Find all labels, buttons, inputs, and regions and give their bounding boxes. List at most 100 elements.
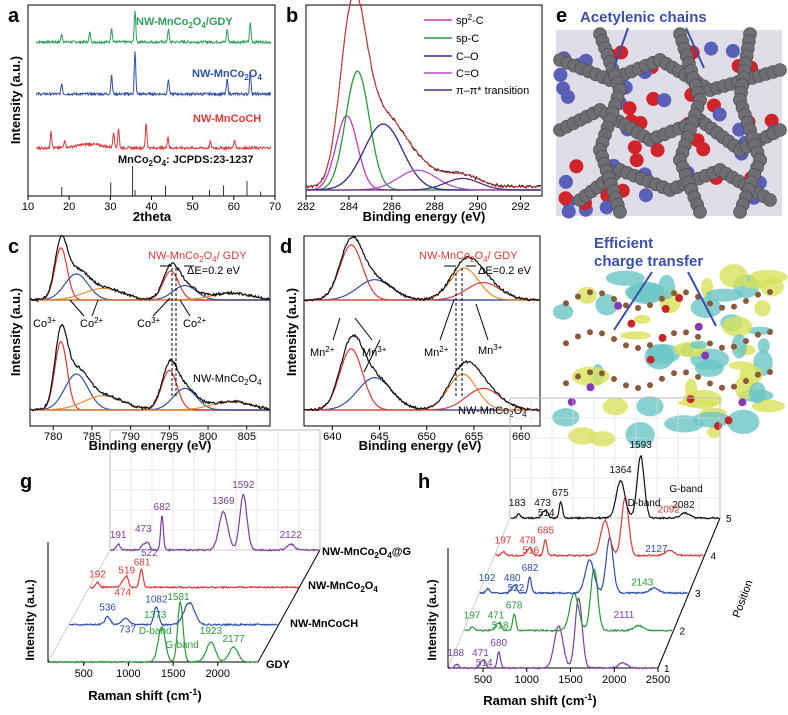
raman-peak-label: 183 xyxy=(509,498,526,509)
raman-z-tick-label: 4 xyxy=(711,552,717,563)
raman-peak-label: 685 xyxy=(537,526,554,537)
b-tick-label: 284 xyxy=(340,201,358,213)
raman-peak-label: 1592 xyxy=(232,480,255,491)
xps-tick-label: 805 xyxy=(238,431,256,443)
f-carbon-atom xyxy=(575,333,581,340)
raman-trace-0 xyxy=(48,600,258,664)
raman-peak-label: 471 xyxy=(488,611,505,622)
legend-pi: π–π* transition xyxy=(456,85,529,97)
f-carbon-atom xyxy=(647,342,653,349)
f-density-lobe xyxy=(634,314,651,325)
raman-peak-label: 473 xyxy=(135,524,152,535)
raman-peak-label: 197 xyxy=(464,611,481,622)
f-density-lobe xyxy=(658,274,676,300)
raman-peak-label: 519 xyxy=(118,565,135,576)
f-label-1: Efficient xyxy=(594,235,653,252)
a-tick-label: 30 xyxy=(104,201,116,213)
raman-trace-1 xyxy=(69,601,278,627)
f-density-lobe xyxy=(620,331,652,340)
c-peak-co2-left: Co2+ xyxy=(80,316,104,330)
panel-letter-g: g xyxy=(20,471,32,493)
raman-tick-label: 1000 xyxy=(515,674,539,686)
f-arrow-2 xyxy=(687,271,717,327)
d-pointer-4 xyxy=(439,299,455,341)
raman-z-tick-label: 1 xyxy=(664,664,670,675)
g-series-label-3: NW-MnCoCH xyxy=(290,618,358,630)
g-x-ticks: 500 1000 1500 2000 xyxy=(75,662,230,680)
raman-peak-label: 2177 xyxy=(222,634,245,645)
raman-trace-0 xyxy=(448,597,658,670)
e-atom-oxygen-metal xyxy=(629,153,644,168)
f-density-lobe xyxy=(552,303,574,320)
f-carbon-atom xyxy=(575,373,581,380)
xps-tick-label: 650 xyxy=(418,431,436,443)
c-peak-co3-right: Co3+ xyxy=(137,316,161,330)
legend-sp2c: sp2-C xyxy=(456,13,484,27)
f-carbon-atom xyxy=(767,369,773,376)
raman-tick-label: 2000 xyxy=(206,668,230,680)
f-metal-atom xyxy=(646,355,655,364)
f-carbon-atom xyxy=(587,329,593,336)
c-pointer-1 xyxy=(69,299,85,317)
xps-tick-label: 660 xyxy=(512,431,530,443)
f-carbon-atom xyxy=(695,333,701,340)
raman-z-tick-label: 5 xyxy=(726,514,732,525)
legend-spc: sp-C xyxy=(456,33,479,45)
xps-tick-label: 645 xyxy=(370,431,388,443)
f-carbon-atom xyxy=(707,340,713,347)
panel-letter-b: b xyxy=(286,5,298,27)
h-xlabel: Raman shift (cm-1) xyxy=(483,692,597,708)
raman-tick-label: 500 xyxy=(474,674,492,686)
a-ylabel: Intensity (a.u.) xyxy=(8,56,23,144)
xps-raw xyxy=(303,333,540,412)
e-atom-oxygen-metal xyxy=(638,188,653,203)
h-zlabel: Position xyxy=(731,579,756,620)
a-tick-label: 20 xyxy=(63,201,75,213)
f-metal-atom xyxy=(658,333,667,342)
panel-a-traces xyxy=(35,10,272,196)
e-atom-oxygen-metal xyxy=(553,67,568,82)
e-atom-carbon xyxy=(693,205,707,219)
e-atom-oxygen-metal xyxy=(599,200,614,215)
raman-peak-label: 514 xyxy=(538,508,555,519)
f-carbon-atom xyxy=(611,296,617,303)
b-component-2 xyxy=(306,123,541,191)
raman-peak-label: 2127 xyxy=(645,544,668,555)
f-carbon-atom xyxy=(671,370,677,377)
c-pointer-2 xyxy=(91,299,99,317)
e-atom-oxygen-metal xyxy=(558,191,573,206)
panel-b-x-ticks: 282 284 286 288 290 292 xyxy=(297,196,530,213)
raman-tick-label: 500 xyxy=(75,668,93,680)
raman-peak-label: 473 xyxy=(534,498,551,509)
h-g-band-label: G-band xyxy=(669,484,702,495)
f-carbon-atom xyxy=(635,344,641,351)
b-component-4 xyxy=(306,177,541,191)
e-atom-carbon xyxy=(773,123,787,137)
c-delta: ΔE=0.2 eV xyxy=(187,265,241,277)
d-peak-mn2-left: Mn2+ xyxy=(310,345,335,359)
f-density-lobe xyxy=(636,396,664,417)
e-atom-oxygen-metal xyxy=(696,142,711,157)
d-xlabel: Binding energy (eV) xyxy=(359,438,482,453)
raman-trace-2 xyxy=(479,537,689,595)
raman-peak-label: 678 xyxy=(506,601,523,612)
panel-a-x-ticks: 10 20 30 40 50 60 70 xyxy=(22,196,281,213)
b-component-0 xyxy=(306,115,541,191)
g-series-label-2: NW-MnCo2O4 xyxy=(308,580,378,594)
panel-e: e Acetylenic chains xyxy=(553,5,787,219)
f-carbon-atom xyxy=(599,370,605,377)
f-metal-atom xyxy=(675,294,684,303)
e-atom-oxygen-metal xyxy=(764,113,779,128)
xps-tick-label: 795 xyxy=(160,431,178,443)
d-delta: ΔE=0.2 eV xyxy=(478,265,532,277)
e-atom-oxygen-metal xyxy=(561,204,576,219)
f-density-lobe xyxy=(705,288,743,302)
raman-peak-label: 2111 xyxy=(614,610,635,621)
f-carbon-atom xyxy=(707,380,713,387)
f-carbon-atom xyxy=(755,371,761,378)
f-density-lobe xyxy=(751,399,785,413)
